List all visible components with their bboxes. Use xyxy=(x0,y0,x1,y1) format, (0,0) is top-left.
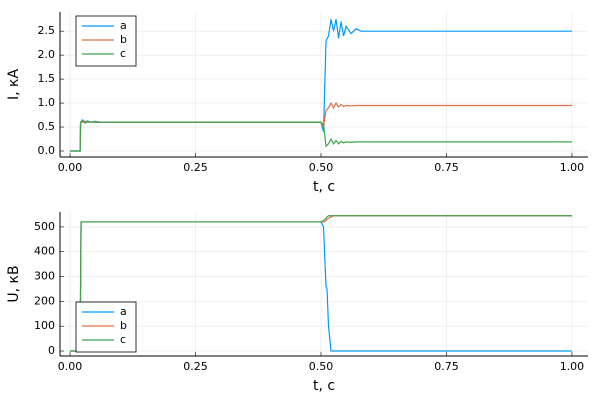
x-tick-label: 0.50 xyxy=(309,161,334,174)
legend-box xyxy=(75,301,137,353)
line xyxy=(70,120,572,152)
y-tick-label: 2.0 xyxy=(38,48,56,61)
y-axis-label: I, кА xyxy=(6,69,22,100)
legend-label: a xyxy=(120,305,127,318)
legend-label: b xyxy=(120,319,127,332)
y-tick-label: 400 xyxy=(34,245,55,258)
x-axis-label: t, c xyxy=(313,179,335,195)
y-tick-label: 1.0 xyxy=(38,96,56,109)
y-tick-label: 0.0 xyxy=(38,144,56,157)
y-tick-label: 100 xyxy=(34,319,55,332)
x-tick-label: 0.75 xyxy=(434,360,459,373)
y-tick-label: 0.5 xyxy=(38,120,56,133)
x-tick-label: 0.00 xyxy=(58,161,83,174)
legend-label: c xyxy=(120,47,126,60)
legend-label: c xyxy=(120,333,126,346)
x-tick-label: 0.00 xyxy=(58,360,83,373)
x-tick-label: 0.50 xyxy=(309,360,334,373)
y-axis-label: U, кВ xyxy=(6,265,22,302)
x-tick-label: 0.25 xyxy=(183,161,208,174)
y-tick-label: 300 xyxy=(34,270,55,283)
legend-label: b xyxy=(120,33,127,46)
y-tick-label: 2.5 xyxy=(38,24,56,37)
line xyxy=(70,215,572,352)
y-tick-label: 1.5 xyxy=(38,72,56,85)
y-tick-label: 0 xyxy=(48,344,55,357)
legend-box xyxy=(75,15,137,67)
x-tick-label: 1.00 xyxy=(560,161,585,174)
x-tick-label: 0.25 xyxy=(183,360,208,373)
y-tick-label: 500 xyxy=(34,220,55,233)
x-axis-label: t, c xyxy=(313,378,335,394)
x-tick-label: 0.75 xyxy=(434,161,459,174)
y-tick-label: 200 xyxy=(34,294,55,307)
line xyxy=(70,101,572,152)
x-tick-label: 1.00 xyxy=(560,360,585,373)
legend-label: a xyxy=(120,19,127,32)
